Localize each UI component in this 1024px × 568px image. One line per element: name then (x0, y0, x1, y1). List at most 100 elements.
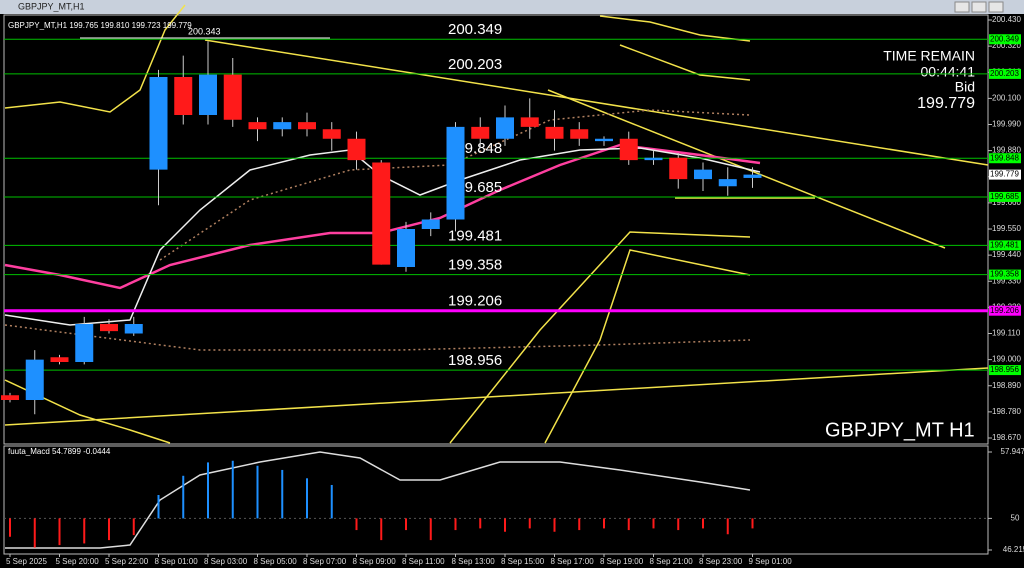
macd-bar (330, 484, 333, 519)
level-tag-label: 200.203 (990, 69, 1019, 78)
level-tag-label: 199.206 (990, 306, 1019, 315)
bid: 199.779 (917, 95, 975, 112)
y-tick-label: 200.320 (992, 41, 1021, 50)
level-tag-label: 198.956 (990, 365, 1019, 374)
x-tick-label: 8 Sep 03:00 (204, 557, 248, 566)
macd-bar (454, 518, 457, 531)
x-tick-label: 8 Sep 21:00 (650, 557, 694, 566)
time-remain-label: TIME REMAIN (883, 48, 975, 64)
bid-label: Bid (955, 79, 975, 95)
y-tick-label: 199.550 (992, 224, 1021, 233)
candle-body (619, 138, 638, 161)
candle-body (50, 357, 69, 362)
x-tick-label: 8 Sep 07:00 (303, 557, 347, 566)
price-tag-label: 199.779 (990, 170, 1019, 179)
y-tick-label: 199.660 (992, 198, 1021, 207)
candle-body (75, 324, 94, 362)
candle-body (446, 126, 465, 220)
macd-y-tick-label: 57.9473 (1001, 447, 1024, 456)
macd-title: fuuta_Macd 54.7899 -0.0444 (8, 447, 111, 456)
candle-body (322, 129, 341, 139)
y-tick-label: 200.100 (992, 93, 1021, 102)
y-tick-label: 198.890 (992, 381, 1021, 390)
macd-bar (157, 494, 160, 519)
level-tag (989, 365, 1021, 376)
level-tag (989, 269, 1021, 280)
macd-bar (627, 518, 630, 531)
candle-body (397, 229, 415, 267)
candle-body (372, 162, 391, 265)
close-button[interactable] (988, 1, 1004, 13)
level-tag-label: 199.358 (990, 270, 1019, 279)
level-tag (989, 305, 1021, 316)
macd-frame (3, 445, 989, 555)
candle-body (199, 74, 217, 115)
macd-y-tick-label: 50 (1011, 513, 1020, 522)
trendline (204, 39, 989, 166)
candle-body (421, 219, 440, 229)
macd-bar (132, 518, 135, 536)
x-tick-label: 5 Sep 22:00 (105, 557, 149, 566)
chart-header: GBPJPY_MT,H1 199.765 199.810 199.723 199… (8, 21, 192, 30)
x-tick-label: 8 Sep 15:00 (501, 557, 545, 566)
macd-bar (9, 518, 11, 537)
maximize-button[interactable] (971, 1, 987, 13)
x-tick-label: 8 Sep 13:00 (452, 557, 496, 566)
x-tick-label: 8 Sep 05:00 (254, 557, 298, 566)
candle-body (669, 157, 688, 180)
candle-body (174, 77, 193, 115)
candle-body (1, 395, 19, 400)
candle-body (248, 122, 267, 130)
trendline (4, 367, 989, 426)
level-label: 199.358 (448, 257, 502, 274)
candle-body (718, 179, 737, 187)
level-label: 200.203 (448, 56, 502, 73)
level-tag-label: 199.481 (990, 240, 1019, 249)
y-tick-label: 198.780 (992, 407, 1021, 416)
candle-body (595, 138, 613, 142)
level-label: 199.481 (448, 227, 502, 244)
macd-bar (429, 518, 432, 541)
macd-bar (58, 518, 61, 546)
macd-bar (751, 518, 754, 529)
macd-bar (33, 518, 36, 548)
band-upper (4, 4, 186, 113)
band-upper (619, 44, 751, 81)
x-tick-label: 5 Sep 2025 (6, 557, 47, 566)
y-tick-label: 199.880 (992, 146, 1021, 155)
macd-bar (553, 518, 556, 532)
candle-body (694, 169, 712, 180)
macd-bar (504, 518, 506, 532)
macd-bar (380, 518, 383, 541)
level-label: 199.206 (448, 293, 502, 310)
price-tag (989, 169, 1021, 180)
candle-body (471, 126, 490, 139)
candle-body (124, 324, 143, 334)
macd-bar (108, 518, 110, 541)
macd-bar (306, 478, 308, 519)
candle-body (25, 359, 44, 400)
ma-white (4, 147, 761, 326)
x-tick-label: 8 Sep 09:00 (353, 557, 397, 566)
macd-bar (726, 518, 729, 535)
y-tick-label: 200.430 (992, 15, 1021, 24)
symbol-label: GBPJPY_MT H1 (825, 419, 975, 441)
candle-body (496, 117, 514, 139)
candle-body (149, 77, 168, 170)
x-tick-label: 8 Sep 01:00 (155, 557, 199, 566)
x-tick-label: 5 Sep 20:00 (56, 557, 100, 566)
macd-bar (479, 518, 482, 529)
level-tag (989, 153, 1021, 164)
macd-bar (83, 518, 86, 544)
level-label: 198.956 (448, 352, 502, 369)
band-lower (449, 231, 751, 444)
ma-dotted (4, 324, 751, 351)
x-tick-label: 8 Sep 17:00 (551, 557, 595, 566)
level-tag (989, 240, 1021, 251)
macd-bar (677, 518, 680, 531)
minimize-button[interactable] (954, 1, 970, 13)
title-bar (0, 0, 1024, 14)
level-tag-label: 200.349 (990, 34, 1019, 43)
